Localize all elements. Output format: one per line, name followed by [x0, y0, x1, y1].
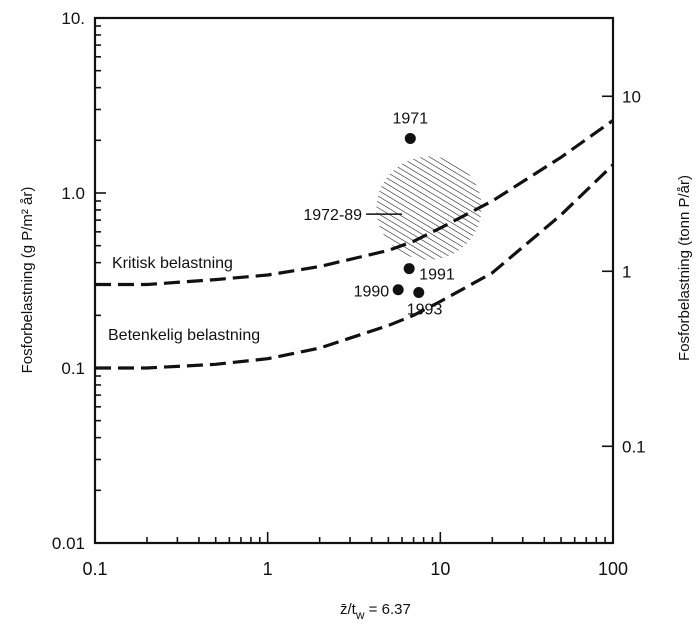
plot-frame — [93, 16, 615, 545]
data-point-1971 — [404, 132, 416, 144]
x-tick-label: 100 — [598, 559, 628, 579]
y-tick-label: 10. — [61, 9, 85, 28]
y-tick-label: 0.1 — [61, 359, 85, 378]
axis-ticks — [94, 17, 614, 544]
series-line-1 — [95, 163, 615, 370]
y-tick-label: 0.01 — [52, 534, 85, 553]
point-label-1993: 1993 — [407, 302, 443, 319]
y2-axis-label: Fosforbelastning (tonn P/år) — [676, 175, 693, 361]
hatched-region-layer: 1972-89 — [303, 156, 482, 260]
x-tick-label: 0.1 — [82, 559, 107, 579]
x-axis-label: z̄/tw = 6.37 — [340, 601, 411, 622]
x-tick-label: 1 — [263, 559, 273, 579]
tick-labels: 0.1 1 10 100 0.01 0.1 1.0 10. 0.1 1 10 — [52, 9, 646, 579]
region-label: 1972-89 — [303, 207, 362, 224]
x-label-slash: /t — [348, 601, 357, 618]
x-label-sub: w — [355, 608, 365, 622]
series-label-betenkelig: Betenkelig belastning — [108, 327, 260, 344]
x-label-zbar: z̄ — [340, 601, 348, 618]
data-point-1991 — [403, 263, 415, 275]
x-tick-label: 10 — [430, 559, 450, 579]
y2-tick-label: 1 — [622, 262, 631, 281]
point-label-1991: 1991 — [419, 267, 455, 284]
data-point-1993 — [413, 287, 425, 299]
point-label-1971: 1971 — [393, 110, 429, 127]
y2-tick-label: 0.1 — [622, 437, 646, 456]
series-line-0 — [95, 119, 614, 287]
data-points: 1971 1991 1990 1993 — [354, 110, 455, 318]
y2-tick-label: 10 — [622, 87, 641, 106]
y-axis-label: Fosforbelastning (g P/m² år) — [19, 187, 36, 374]
series-lines — [95, 119, 615, 370]
point-label-1990: 1990 — [354, 284, 390, 301]
hatched-region-1972-89 — [376, 156, 482, 260]
y-tick-label: 1.0 — [61, 184, 85, 203]
x-label-eq: = 6.37 — [365, 601, 411, 618]
data-point-1990 — [392, 284, 404, 296]
series-label-kritisk: Kritisk belastning — [112, 255, 233, 272]
